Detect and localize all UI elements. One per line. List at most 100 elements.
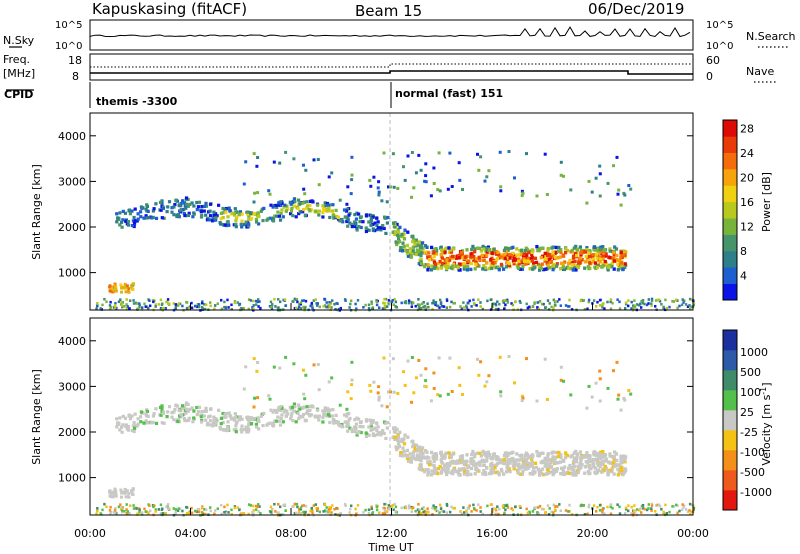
velocity-echo-cell [504,454,508,459]
velocity-echo-cell [448,453,453,457]
power-echo-cell [507,247,511,251]
power-echo-cell [660,302,663,306]
power-echo-cell [419,262,423,266]
velocity-echo-cell [129,504,132,507]
power-echo-cell [348,221,352,225]
power-echo-cell [292,204,296,208]
velocity-echo-cell [508,461,512,465]
power-echo-cell [140,308,144,311]
velocity-echo-cell [324,409,328,413]
velocity-echo-cell [616,503,619,506]
power-echo-cell [172,213,176,217]
power-echo-cell [275,205,279,209]
velocity-echo-cell [414,443,418,447]
velocity-echo-cell [591,462,595,466]
velocity-echo-cell [554,450,558,455]
power-echo-cell [408,247,412,251]
velocity-echo-cell [336,420,340,424]
power-echo-cell [432,258,436,263]
power-echo-cell [443,250,447,254]
velocity-echo-cell [549,465,554,469]
velocity-echo-cell [517,462,521,466]
power-echo-cell [394,240,398,244]
velocity-echo-cell [525,458,529,462]
velocity-echo-cell [655,504,658,507]
velocity-echo-cell [302,392,306,396]
power-echo-cell [159,208,163,212]
power-echo-cell [200,306,204,309]
power-echo-cell [390,300,394,304]
power-echo-cell [174,199,178,203]
power-echo-cell [345,219,349,224]
power-echo-cell [557,245,561,250]
velocity-echo-cell [146,511,150,515]
velocity-echo-cell [675,503,678,507]
velocity-echo-cell [136,417,140,421]
velocity-echo-cell [299,512,303,515]
power-echo-cell [327,206,331,210]
power-echo-cell [377,180,381,184]
velocity-echo-cell [466,506,469,510]
power-echo-cell [318,305,321,309]
velocity-echo-cell [525,507,528,511]
velocity-echo-cell [127,492,131,496]
velocity-echo-cell [489,468,493,472]
power-echo-cell [302,163,305,167]
velocity-colorbar-tick: 500 [740,366,761,379]
velocity-echo-cell [426,461,430,465]
velocity-echo-cell [393,437,397,441]
velocity-echo-cell [457,461,461,465]
velocity-echo-cell [510,457,514,461]
power-echo-cell [125,307,128,310]
velocity-colorbar-tick: -100 [740,446,765,459]
velocity-echo-cell [183,418,187,423]
power-echo-cell [119,298,122,301]
velocity-echo-cell [252,504,255,508]
velocity-echo-cell [152,412,156,416]
velocity-echo-cell [462,506,465,509]
velocity-echo-cell [465,459,469,464]
velocity-echo-cell [126,510,129,513]
velocity-echo-cell [624,512,627,515]
velocity-echo-cell [571,462,575,466]
velocity-echo-cell [622,454,626,458]
velocity-echo-cell [96,507,99,510]
velocity-echo-cell [331,418,335,422]
power-echo-cell [397,236,401,241]
power-echo-cell [336,215,340,219]
velocity-echo-cell [512,467,516,471]
power-echo-cell [487,169,491,173]
velocity-echo-cell [592,504,596,507]
velocity-echo-cell [341,425,345,429]
velocity-echo-cell [244,428,248,432]
power-echo-cell [301,210,305,214]
power-echo-cell [240,212,244,216]
colorbar-swatch [723,490,737,511]
power-echo-cell [603,307,606,310]
velocity-echo-cell [422,506,425,509]
velocity-echo-cell [452,460,456,464]
velocity-echo-cell [619,466,623,470]
power-echo-cell [545,251,549,256]
velocity-echo-cell [204,406,208,410]
power-echo-cell [252,152,256,156]
power-echo-cell [417,252,421,256]
velocity-echo-cell [290,411,294,415]
velocity-echo-cell [130,414,134,418]
velocity-echo-cell [165,415,169,419]
velocity-echo-cell [609,512,613,516]
power-echo-cell [383,306,387,310]
power-echo-cell [396,228,400,232]
power-echo-cell [572,266,576,270]
power-echo-cell [219,211,223,215]
velocity-echo-cell [482,452,486,456]
power-echo-cell [272,160,276,164]
power-echo-cell [277,201,281,205]
velocity-echo-cell [289,414,294,418]
velocity-echo-cell [161,512,165,515]
power-echo-cell [383,301,386,305]
velocity-echo-cell [214,509,217,512]
cpid-label: CPID [4,88,33,101]
velocity-echo-cell [334,513,337,516]
power-echo-cell [293,307,297,310]
